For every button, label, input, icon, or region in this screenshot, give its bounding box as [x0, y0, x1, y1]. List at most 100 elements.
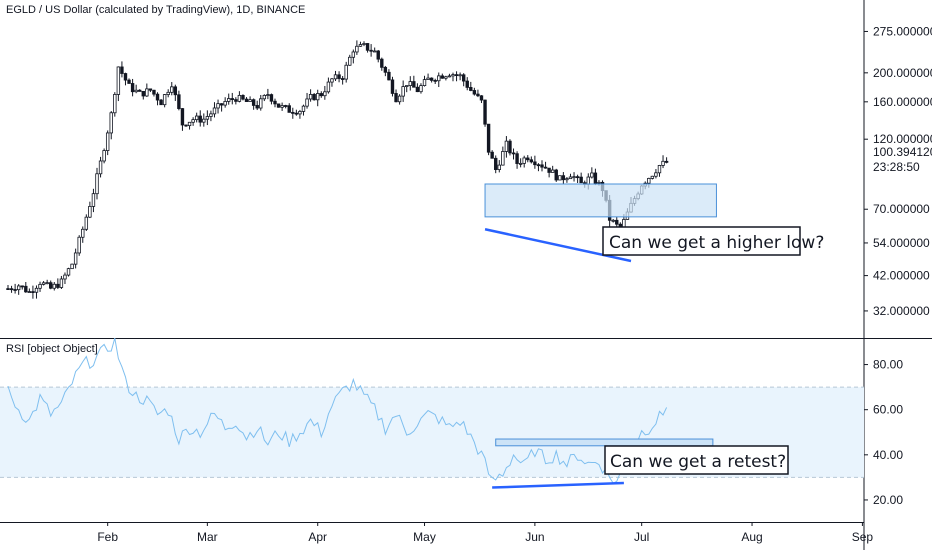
candle-body — [170, 86, 174, 93]
candle — [202, 113, 206, 127]
candle-body — [45, 282, 49, 285]
candle — [180, 108, 185, 131]
candle-body — [348, 56, 352, 66]
candle-body — [184, 124, 188, 127]
candle-body — [20, 285, 24, 288]
candle — [241, 94, 245, 101]
candle-body — [198, 115, 202, 123]
candle-body — [248, 99, 252, 103]
candle — [305, 92, 309, 109]
time-tick-label: Mar — [197, 530, 218, 544]
candle-body — [401, 86, 405, 97]
candle-body — [323, 91, 327, 97]
candle-body — [433, 79, 437, 82]
candle-body — [95, 173, 99, 195]
candle — [429, 77, 434, 83]
candle — [152, 89, 156, 97]
candle — [664, 157, 669, 164]
annotations-group — [484, 183, 717, 489]
candle-body — [593, 172, 598, 184]
candle-body — [394, 93, 398, 103]
candle-body — [291, 111, 295, 114]
candle-body — [280, 105, 284, 108]
candle-body — [202, 118, 206, 123]
candle — [461, 73, 466, 87]
candle — [422, 75, 427, 87]
candle — [105, 130, 110, 156]
candle — [515, 151, 519, 169]
candle — [170, 82, 174, 96]
time-tick-label: May — [413, 530, 436, 544]
candles-group — [6, 40, 669, 299]
candle-body — [429, 77, 434, 81]
candle — [52, 282, 56, 291]
candle-body — [24, 285, 28, 293]
candle-body — [543, 166, 548, 169]
candle — [540, 160, 544, 172]
candle — [326, 77, 331, 94]
higher-low-note: Can we get a higher low? — [609, 233, 824, 253]
candle — [34, 285, 39, 299]
candle — [547, 167, 551, 178]
candle-body — [127, 79, 131, 84]
candle — [38, 281, 42, 292]
candle-body — [340, 78, 345, 80]
candle — [95, 167, 99, 200]
candle — [661, 155, 665, 169]
candle — [205, 110, 210, 126]
candle-body — [515, 153, 519, 164]
candle-body — [16, 285, 21, 291]
candle-body — [259, 98, 263, 109]
candle-body — [476, 93, 480, 97]
candle — [444, 75, 448, 81]
candle — [187, 121, 192, 130]
candle-body — [56, 283, 60, 288]
candle — [369, 44, 373, 57]
candle — [24, 281, 28, 293]
candle — [465, 77, 469, 91]
candle-body — [273, 100, 277, 105]
candle — [237, 91, 242, 103]
candle — [529, 156, 534, 164]
time-axis-group: Feb Mar Apr May Jun Jul Aug Sep — [97, 522, 873, 544]
retest-note-box — [604, 445, 789, 475]
candle-body — [102, 150, 106, 162]
candle-body — [330, 78, 334, 83]
price-tick-label: 120.000000 — [873, 132, 932, 146]
candle — [494, 155, 498, 174]
candle-body — [212, 107, 217, 115]
candle — [522, 155, 526, 168]
candle — [77, 235, 81, 256]
candle-body — [437, 75, 441, 82]
candle-body — [479, 95, 484, 101]
candle — [316, 89, 320, 107]
candle — [433, 78, 437, 85]
candle-body — [472, 90, 477, 95]
candle — [223, 97, 227, 108]
candle — [419, 83, 423, 94]
candle — [408, 76, 412, 91]
time-tick-label: Jul — [634, 530, 649, 544]
candle-body — [458, 74, 462, 77]
candle — [301, 104, 306, 116]
candle — [262, 94, 267, 102]
candle — [45, 279, 49, 285]
candle-body — [84, 216, 89, 230]
candle-body — [66, 268, 71, 276]
candle — [116, 66, 121, 102]
candle — [91, 188, 96, 213]
candle-body — [49, 282, 53, 289]
candle — [394, 89, 398, 103]
candle-body — [565, 178, 569, 181]
candle-body — [422, 79, 427, 87]
price-tick-label: 70.000000 — [873, 202, 930, 216]
candle — [227, 93, 231, 105]
candle — [141, 90, 145, 100]
candle — [611, 218, 615, 223]
candle-body — [316, 93, 320, 101]
candle — [177, 90, 181, 111]
candle — [508, 139, 512, 156]
price-tick-label: 32.000000 — [873, 304, 930, 318]
candle — [88, 201, 92, 219]
candle-body — [145, 88, 149, 97]
